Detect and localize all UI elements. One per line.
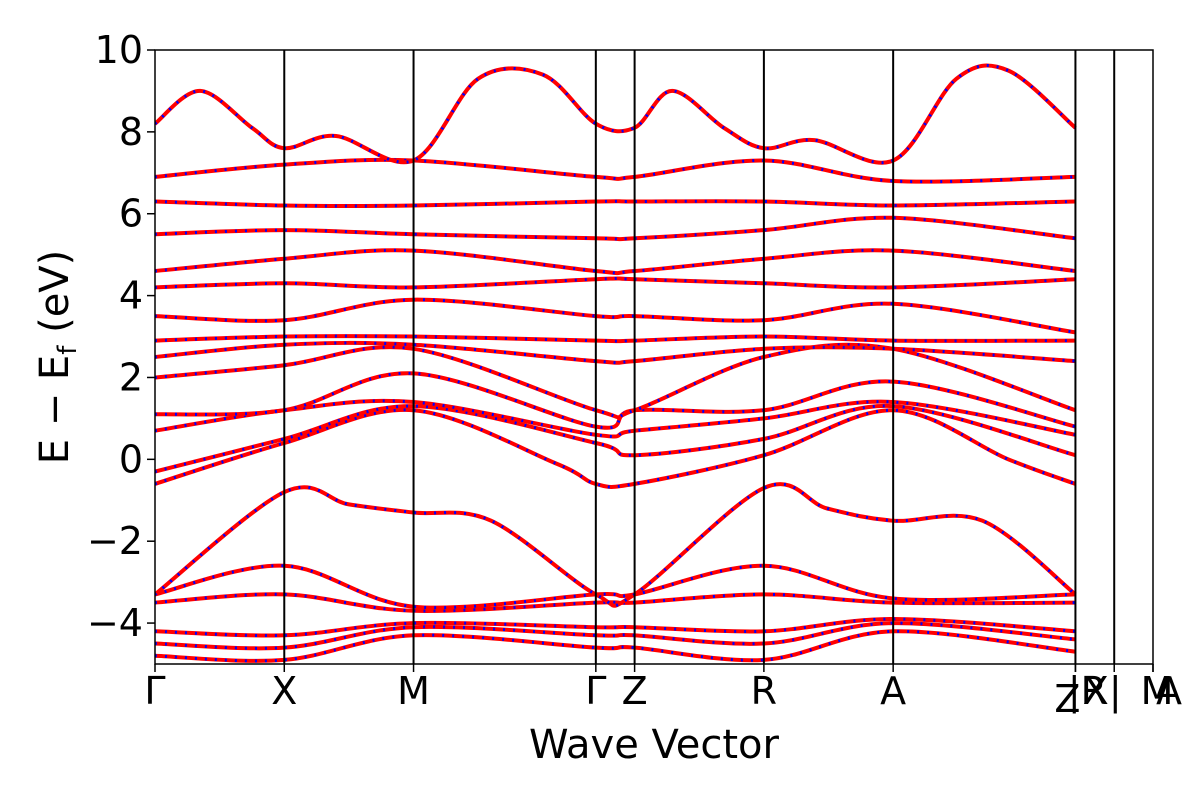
y-tick-label: −4: [87, 601, 143, 645]
bands-layer: [155, 63, 1077, 663]
x-tick-label: |R: [1068, 669, 1107, 714]
kpoint-divider-layer: [283, 50, 1116, 664]
band-line-primary: [155, 482, 1077, 608]
band-line-overlay: [155, 564, 1076, 610]
band-line-overlay: [155, 399, 1076, 438]
y-tick-label: 2: [119, 355, 143, 399]
band-line-6: [155, 482, 1077, 608]
band-line-primary: [155, 248, 1076, 276]
y-ticks-layer: 10 8 6 4 2 0 −2 −4: [87, 28, 155, 645]
y-tick-label: 6: [119, 192, 143, 236]
band-line-16: [155, 248, 1076, 276]
x-tick-label: Γ: [585, 669, 606, 713]
x-tick-label: M: [1141, 669, 1174, 713]
x-tick-label: R: [751, 669, 777, 713]
band-line-14: [155, 297, 1076, 335]
x-tick-label: Z: [1054, 677, 1080, 721]
y-tick-label: 0: [119, 437, 143, 481]
band-line-20: [155, 63, 1077, 165]
x-tick-label: A: [1156, 669, 1182, 713]
y-tick-label: 8: [119, 110, 143, 154]
y-tick-label: −2: [87, 519, 143, 563]
band-line-9: [155, 398, 1076, 439]
y-tick-label: 4: [119, 274, 143, 318]
x-tick-label: M: [397, 669, 430, 713]
band-line-18: [155, 199, 1076, 209]
band-line-primary: [155, 371, 1076, 430]
y-tick-label: 10: [95, 28, 143, 72]
x-ticks-layer: Γ X M Γ Z R A Z|RX| MA: [144, 664, 1182, 721]
x-tick-label: A: [880, 669, 906, 713]
band-line-overlay: [155, 482, 1077, 608]
band-line-10: [155, 371, 1076, 430]
x-tick-label: Γ: [144, 669, 165, 713]
band-line-19: [155, 157, 1076, 184]
plot-frame: [154, 49, 1154, 665]
band-line-7: [155, 407, 1077, 489]
x-tick-label: X: [271, 669, 297, 713]
y-axis-title: E − Ef (eV): [32, 250, 83, 465]
band-line-primary: [155, 297, 1076, 335]
x-axis-title: Wave Vector: [529, 722, 780, 768]
band-line-17: [155, 215, 1076, 242]
band-line-overlay: [155, 371, 1076, 430]
band-line-primary: [155, 63, 1077, 165]
y-axis-title-unit: (eV): [32, 250, 78, 346]
band-line-primary: [155, 215, 1076, 242]
band-line-13: [155, 334, 1076, 344]
band-line-15: [155, 276, 1076, 290]
y-axis-title-subscript: f: [53, 345, 83, 355]
band-line-overlay: [155, 408, 1076, 489]
x-tick-label: X|: [1083, 669, 1122, 714]
band-line-4: [155, 592, 1076, 613]
x-tick-label: Z: [622, 669, 648, 713]
y-axis-title-main: E − E: [32, 355, 78, 465]
band-line-primary: [155, 334, 1076, 344]
